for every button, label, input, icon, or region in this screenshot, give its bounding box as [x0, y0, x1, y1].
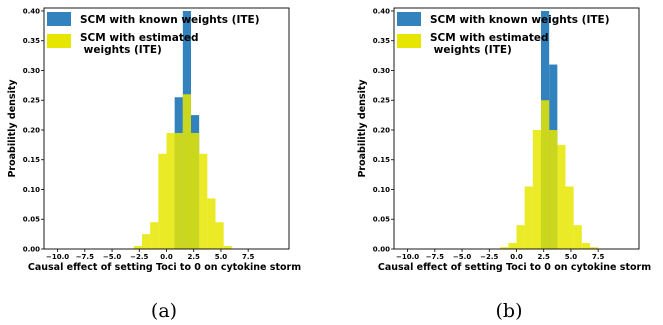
bar-estimated-2	[150, 222, 159, 249]
plot-area	[500, 10, 599, 249]
y-tick-label: 0.05	[23, 216, 40, 224]
legend: SCM with known weights (ITE) SCM with est…	[397, 12, 610, 56]
y-tick-label: 0.15	[23, 156, 40, 164]
x-tick-label: 5.0	[565, 253, 578, 261]
x-axis-label: Causal effect of setting Toci to 0 on cy…	[378, 262, 651, 273]
y-axis-label: Proabilitly density	[357, 79, 368, 178]
y-tick-label: 0.00	[23, 246, 40, 254]
y-tick-label: 0.10	[23, 186, 40, 194]
legend-swatch-estimated	[397, 34, 421, 48]
y-tick-label: 0.30	[373, 67, 390, 75]
bar-estimated-1	[142, 234, 151, 249]
legend-label-known: SCM with known weights (ITE)	[430, 14, 610, 26]
y-tick-label: 0.35	[23, 37, 40, 45]
legend: SCM with known weights (ITE) SCM with est…	[47, 12, 260, 56]
x-tick-label: 0.0	[160, 253, 173, 261]
bar-estimated-8	[565, 186, 574, 249]
y-tick-label: 0.20	[373, 126, 390, 134]
legend-swatch-known	[47, 12, 71, 26]
x-tick-label: −2.5	[130, 253, 148, 261]
bar-estimated-1	[508, 243, 517, 249]
y-tick-label: 0.35	[373, 37, 390, 45]
bar-estimated-3	[158, 153, 167, 249]
x-tick-label: −7.5	[76, 253, 94, 261]
x-tick-label: −10.0	[396, 253, 419, 261]
bar-estimated-6	[549, 129, 558, 249]
x-tick-label: 7.5	[592, 253, 605, 261]
bar-estimated-10	[215, 222, 224, 249]
y-axis-label: Proabilitly density	[7, 79, 18, 178]
panel-b: 0.00 0.05 0.10 0.15 0.20 0.25 0.30 0.35 0.40 −10.…	[357, 7, 651, 322]
bar-estimated-5	[541, 100, 550, 249]
x-tick-label: −5.0	[103, 253, 121, 261]
bar-estimated-2	[516, 225, 525, 249]
legend-swatch-known	[397, 12, 421, 26]
x-tick-label: 7.5	[242, 253, 255, 261]
y-tick-label: 0.25	[373, 97, 390, 105]
bar-estimated-7	[557, 144, 566, 249]
y-tick-label: 0.40	[23, 7, 40, 15]
x-tick-label: 5.0	[215, 253, 228, 261]
x-tick-label: −5.0	[453, 253, 471, 261]
y-tick-label: 0.05	[373, 216, 390, 224]
bar-estimated-3	[524, 186, 533, 249]
y-tick-label: 0.40	[373, 7, 390, 15]
x-tick-label: −10.0	[46, 253, 69, 261]
y-tick-label: 0.10	[373, 186, 390, 194]
x-tick-label: 0.0	[510, 253, 523, 261]
legend-label-known: SCM with known weights (ITE)	[80, 14, 260, 26]
legend-swatch-estimated	[47, 34, 71, 48]
y-tick-label: 0.15	[373, 156, 390, 164]
bar-estimated-7	[191, 132, 200, 249]
bar-estimated-0	[133, 246, 142, 249]
y-tick-label: 0.30	[23, 67, 40, 75]
bar-estimated-4	[166, 132, 175, 249]
x-tick-label: 2.5	[188, 253, 201, 261]
bar-estimated-0	[500, 247, 509, 249]
bar-estimated-9	[573, 225, 582, 249]
panel-a: 0.00 0.05 0.10 0.15 0.20 0.25 0.30 0.35 0.40 −10.…	[7, 7, 301, 322]
x-axis-label: Causal effect of setting Toci to 0 on cy…	[28, 262, 301, 273]
y-tick-label: 0.25	[23, 97, 40, 105]
x-tick-label: −2.5	[480, 253, 498, 261]
legend-label-estimated: SCM with estimated weights (ITE)	[80, 32, 199, 56]
x-tick-label: −7.5	[426, 253, 444, 261]
bar-estimated-9	[207, 198, 216, 249]
bar-estimated-10	[581, 243, 590, 249]
panel-caption: (a)	[151, 300, 177, 322]
legend-label-estimated: SCM with estimated weights (ITE)	[430, 32, 549, 56]
panel-caption: (b)	[496, 300, 523, 322]
bar-estimated-11	[223, 246, 232, 249]
bar-estimated-8	[199, 153, 208, 249]
y-tick-label: 0.00	[373, 246, 390, 254]
bar-estimated-4	[532, 129, 541, 249]
bar-estimated-11	[590, 247, 599, 249]
y-tick-label: 0.20	[23, 126, 40, 134]
x-tick-label: 2.5	[538, 253, 551, 261]
bar-estimated-6	[182, 94, 191, 249]
plot-area	[133, 10, 232, 249]
bar-estimated-5	[174, 132, 183, 249]
